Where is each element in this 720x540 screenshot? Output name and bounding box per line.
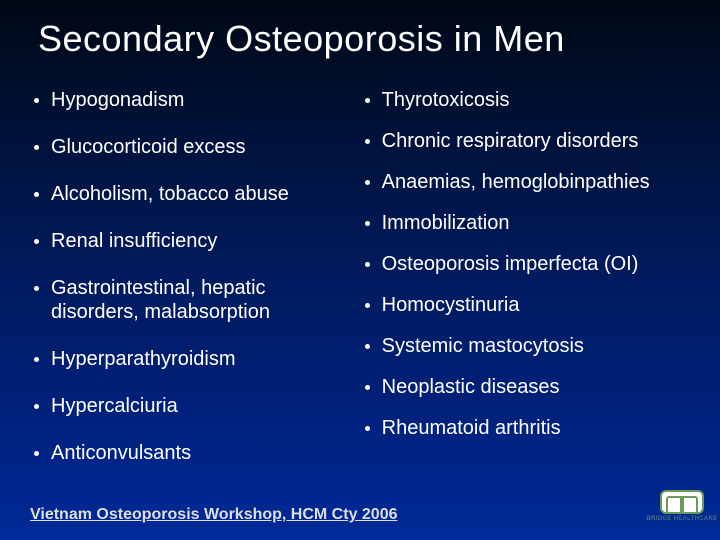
- bullet-icon: [34, 404, 39, 409]
- footer-text: Vietnam Osteoporosis Workshop, HCM Cty 2…: [30, 506, 398, 524]
- bullet-item: Hypogonadism: [32, 82, 353, 129]
- bullet-item: Neoplastic diseases: [363, 369, 710, 410]
- bullet-icon: [34, 357, 39, 362]
- logo-label: BRIDGE HEALTHCARE: [647, 516, 718, 522]
- bullet-text: Chronic respiratory disorders: [382, 129, 710, 153]
- bullet-text: Anaemias, hemoglobinpathies: [382, 170, 710, 194]
- bullet-item: Gastrointestinal, hepatic disorders, mal…: [32, 270, 353, 341]
- bullet-text: Thyrotoxicosis: [382, 88, 710, 112]
- bullet-item: Alcoholism, tobacco abuse: [32, 176, 353, 223]
- bullet-icon: [365, 344, 370, 349]
- bullet-icon: [34, 98, 39, 103]
- bullet-text: Anticonvulsants: [51, 441, 353, 465]
- bullet-icon: [34, 451, 39, 456]
- bullet-text: Hypercalciuria: [51, 394, 353, 418]
- bullet-text: Immobilization: [382, 211, 710, 235]
- bullet-item: Renal insufficiency: [32, 223, 353, 270]
- bullet-text: Hyperparathyroidism: [51, 347, 353, 371]
- bullet-icon: [365, 262, 370, 267]
- bullet-text: Neoplastic diseases: [382, 375, 710, 399]
- bullet-text: Glucocorticoid excess: [51, 135, 353, 159]
- bullet-item: Systemic mastocytosis: [363, 328, 710, 369]
- bullet-text: Hypogonadism: [51, 88, 353, 112]
- bullet-text: Renal insufficiency: [51, 229, 353, 253]
- right-column: Thyrotoxicosis Chronic respiratory disord…: [363, 82, 710, 482]
- bullet-item: Anaemias, hemoglobinpathies: [363, 164, 710, 205]
- bullet-item: Glucocorticoid excess: [32, 129, 353, 176]
- bullet-icon: [365, 385, 370, 390]
- bullet-icon: [365, 303, 370, 308]
- bullet-icon: [365, 426, 370, 431]
- logo: BRIDGE HEALTHCARE: [652, 490, 712, 530]
- bullet-icon: [34, 192, 39, 197]
- bullet-item: Hypercalciuria: [32, 388, 353, 435]
- bullet-item: Homocystinuria: [363, 287, 710, 328]
- bullet-item: Thyrotoxicosis: [363, 82, 710, 123]
- bullet-item: Immobilization: [363, 205, 710, 246]
- left-column: Hypogonadism Glucocorticoid excess Alcohol…: [32, 82, 353, 482]
- content-area: Hypogonadism Glucocorticoid excess Alcohol…: [0, 60, 720, 482]
- bullet-icon: [365, 180, 370, 185]
- bullet-text: Systemic mastocytosis: [382, 334, 710, 358]
- bullet-item: Rheumatoid arthritis: [363, 410, 710, 451]
- bullet-icon: [34, 239, 39, 244]
- bullet-icon: [365, 139, 370, 144]
- slide-title: Secondary Osteoporosis in Men: [0, 0, 720, 60]
- bullet-item: Chronic respiratory disorders: [363, 123, 710, 164]
- bullet-item: Osteoporosis imperfecta (OI): [363, 246, 710, 287]
- bullet-text: Osteoporosis imperfecta (OI): [382, 252, 710, 276]
- bullet-text: Rheumatoid arthritis: [382, 416, 710, 440]
- logo-icon: [660, 490, 704, 514]
- bullet-icon: [34, 145, 39, 150]
- bullet-icon: [34, 286, 39, 291]
- bullet-text: Gastrointestinal, hepatic disorders, mal…: [51, 276, 353, 324]
- bullet-item: Hyperparathyroidism: [32, 341, 353, 388]
- bullet-icon: [365, 221, 370, 226]
- bullet-text: Homocystinuria: [382, 293, 710, 317]
- bullet-item: Anticonvulsants: [32, 435, 353, 482]
- bullet-text: Alcoholism, tobacco abuse: [51, 182, 353, 206]
- bullet-icon: [365, 98, 370, 103]
